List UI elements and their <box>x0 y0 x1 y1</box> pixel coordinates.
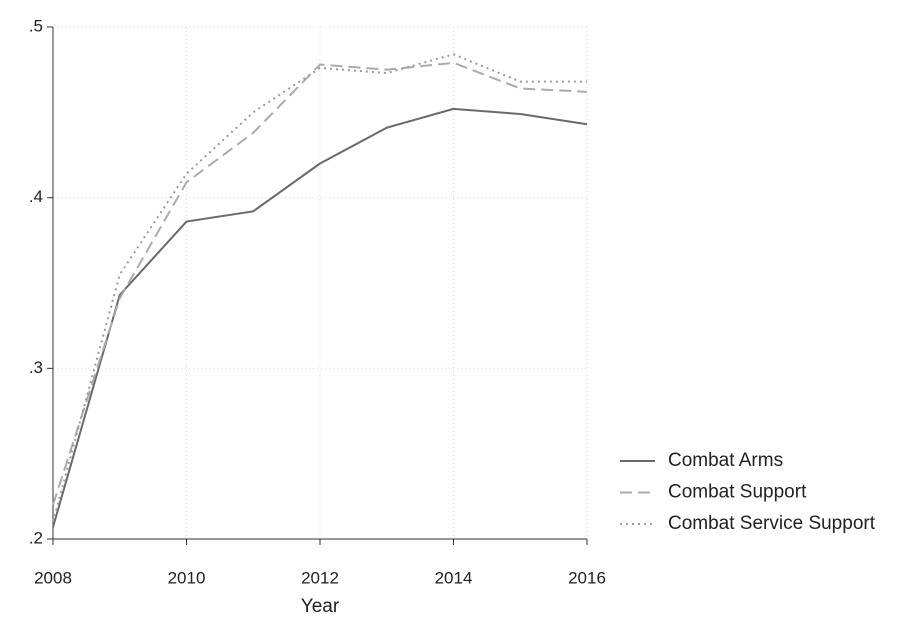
series-line <box>52 61 588 506</box>
series-line <box>52 53 587 523</box>
x-tick-label: 2016 <box>568 568 606 587</box>
y-tick-label: .3 <box>29 358 43 377</box>
series-line <box>52 107 588 528</box>
x-tick-label: 2012 <box>301 568 339 587</box>
y-tick-label: .2 <box>29 528 43 547</box>
legend-label: Combat Arms <box>668 450 783 471</box>
legend-label: Combat Service Support <box>668 513 876 534</box>
y-tick-label: .4 <box>29 187 43 206</box>
x-tick-label: 2014 <box>435 568 473 587</box>
x-tick-label: 2010 <box>168 568 206 587</box>
legend-label: Combat Support <box>668 482 807 503</box>
x-tick-label: 2008 <box>34 568 72 587</box>
y-tick-label: .5 <box>29 16 43 35</box>
x-axis-label: Year <box>301 596 340 617</box>
